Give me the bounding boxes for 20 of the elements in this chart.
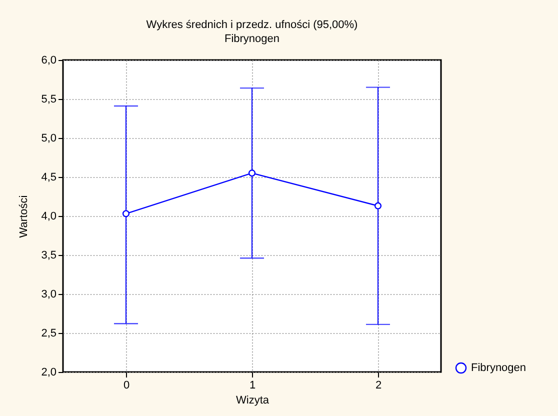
legend-label: Fibrynogen <box>471 362 526 374</box>
y-tick-label: 4,5 <box>41 172 56 184</box>
point <box>374 202 382 210</box>
y-tick-label: 5,5 <box>41 94 56 106</box>
y-tick-label: 3,0 <box>41 288 56 300</box>
y-tick-label: 2,5 <box>41 328 56 340</box>
x-tick-label: 1 <box>249 380 256 392</box>
x-tick-label: 0 <box>123 380 130 392</box>
x-axis-title: Wizyta <box>236 394 270 406</box>
y-tick-label: 3,5 <box>41 250 56 262</box>
y-tick-label: 5,0 <box>41 132 56 144</box>
y-tick-label: 2,0 <box>41 366 56 378</box>
point <box>248 170 256 177</box>
y-axis-title: Wartości <box>18 195 30 238</box>
x-tick-label: 2 <box>375 380 382 392</box>
y-tick-label: 4,0 <box>41 210 56 222</box>
chart-title: Wykres średnich i przedz. ufności (95,00%) <box>146 19 358 31</box>
y-tick-label: 6,0 <box>41 54 56 66</box>
chart-subtitle: Fibrynogen <box>224 33 280 45</box>
point <box>122 210 130 218</box>
